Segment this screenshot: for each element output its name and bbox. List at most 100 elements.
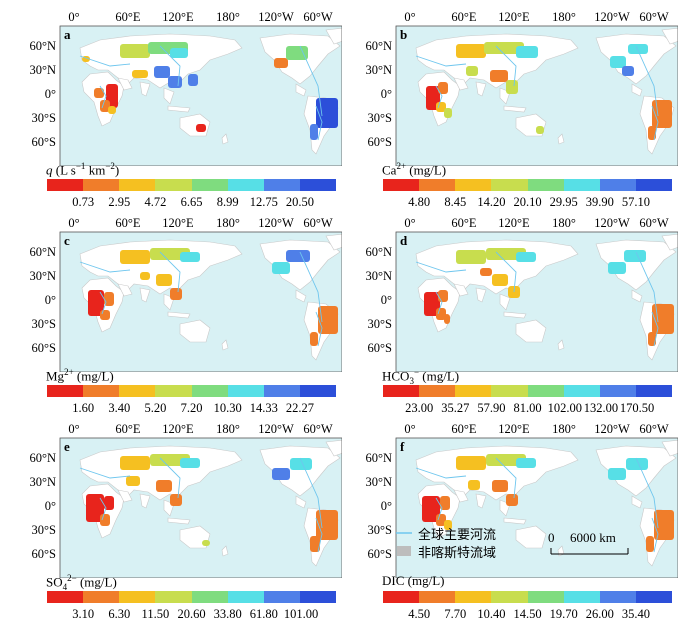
land-mass [453, 77, 469, 91]
basin-patch [628, 44, 648, 54]
basin-patch [188, 74, 198, 86]
colorbar-swatch [299, 385, 336, 397]
colorbar-swatch [527, 385, 564, 397]
colorbar-break-label: 23.00 [405, 401, 434, 415]
basin-patch [318, 306, 338, 334]
land-mass [503, 517, 527, 525]
colorbar-swatch [191, 591, 228, 603]
colorbar-break-label: 10.40 [477, 607, 506, 621]
river-line [299, 457, 323, 529]
colorbar-swatch [599, 591, 636, 603]
land-mass [167, 105, 191, 113]
land-mass [295, 289, 307, 303]
land-mass [515, 525, 547, 549]
map-panel-d: 0° 60°E 120°E 180° 120°W 60°W 60°N 30°N 0° 30°S 60… [356, 212, 678, 418]
basin-patch [180, 252, 200, 262]
river-line [635, 45, 659, 117]
latitude-tick-label: 30°N [365, 475, 392, 489]
land-mass [475, 287, 487, 303]
colorbar-break-label: 7.20 [180, 401, 203, 415]
basin-patch [536, 126, 544, 134]
world-map: 0° 60°E 120°E 180° 120°W 60°W 60°N 30°N 0° 30°S 60… [29, 216, 342, 372]
longitude-tick-label: 120°W [258, 10, 294, 24]
map-frame [59, 437, 342, 578]
river-line [651, 105, 659, 141]
longitude-tick-label: 60°W [303, 216, 332, 230]
land-mass [631, 83, 643, 97]
basin-patch [624, 250, 646, 262]
colorbar-title: q (L s−1 km−2) [46, 161, 119, 178]
basin-swatch-icon [397, 546, 411, 556]
colorbar-swatch [83, 385, 120, 397]
colorbar-swatch [263, 385, 300, 397]
longitude-tick-label: 120°E [498, 422, 530, 436]
colorbar-break-label: 14.33 [249, 401, 278, 415]
variable-superscript: 2+ [64, 367, 74, 377]
river-line [635, 251, 659, 323]
longitude-tick-label: 120°W [594, 216, 630, 230]
longitude-tick-label: 0° [404, 10, 415, 24]
basin-patch [610, 56, 626, 68]
river-line [495, 45, 517, 87]
longitude-tick-label: 60°W [639, 422, 668, 436]
longitude-tick-label: 120°W [594, 422, 630, 436]
colorbar-break-label: 7.70 [444, 607, 467, 621]
colorbar-break-label: 3.10 [72, 607, 95, 621]
latitude-tick-label: 0° [381, 293, 392, 307]
colorbar-break-label: 33.80 [213, 607, 242, 621]
colorbar [47, 179, 336, 191]
variable-subscript: 3 [409, 375, 414, 386]
variable-subscript: 4 [62, 581, 68, 592]
unit-superscript: −1 [75, 161, 86, 171]
basin-patch [310, 536, 320, 552]
land-mass [221, 545, 229, 557]
basin-patch [274, 58, 288, 68]
colorbar-break-label: 39.90 [585, 195, 614, 209]
latitude-tick-label: 30°S [368, 317, 392, 331]
river-line [79, 55, 131, 67]
colorbar-swatch [227, 591, 264, 603]
river-line [651, 517, 659, 553]
basin-patch [94, 88, 104, 98]
basin-patch [170, 288, 182, 300]
latitude-tick-label: 60°S [368, 547, 392, 561]
longitude-tick-label: 60°E [451, 216, 476, 230]
colorbar-swatch [599, 179, 636, 191]
colorbar-swatch [119, 179, 156, 191]
longitude-tick-label: 60°E [115, 422, 140, 436]
river-line [299, 45, 323, 117]
world-map: 0° 60°E 120°E 180° 120°W 60°W 60°N 30°N 0° 30°S 60… [29, 10, 342, 166]
latitude-tick-label: 30°S [32, 111, 56, 125]
basin-patch [108, 106, 116, 114]
basin-patch [286, 250, 310, 262]
basin-patch [140, 272, 150, 280]
colorbar-swatch [119, 385, 156, 397]
variable-unit: (mg/L) [404, 573, 445, 588]
basin-patch [438, 82, 448, 94]
colorbar-swatch [227, 385, 264, 397]
longitude-tick-label: 60°E [451, 422, 476, 436]
colorbar-break-label: 81.00 [513, 401, 542, 415]
basin-patch [424, 292, 440, 316]
colorbar-title: Mg2+ (mg/L) [46, 367, 114, 384]
latitude-tick-label: 0° [381, 87, 392, 101]
river-line [79, 261, 131, 273]
land-mass [139, 287, 151, 303]
land-mass [661, 233, 678, 251]
colorbar-break-label: 6.65 [180, 195, 203, 209]
basin-patch [272, 468, 290, 480]
longitude-tick-label: 180° [216, 422, 240, 436]
basin-patch [506, 494, 518, 506]
longitude-tick-label: 0° [404, 422, 415, 436]
colorbar [383, 179, 672, 191]
latitude-tick-label: 0° [45, 87, 56, 101]
colorbar-break-label: 29.95 [549, 195, 578, 209]
longitude-tick-label: 60°W [303, 10, 332, 24]
legend-rivers-label: 全球主要河流 [418, 526, 497, 542]
latitude-tick-label: 60°S [32, 341, 56, 355]
colorbar-break-label: 2.95 [108, 195, 131, 209]
land-mass [475, 493, 487, 509]
basin-patch [100, 310, 110, 320]
world-map: 0° 60°E 120°E 180° 120°W 60°W 60°N 30°N 0° 30°S 60… [365, 422, 678, 578]
longitude-tick-label: 120°W [258, 216, 294, 230]
